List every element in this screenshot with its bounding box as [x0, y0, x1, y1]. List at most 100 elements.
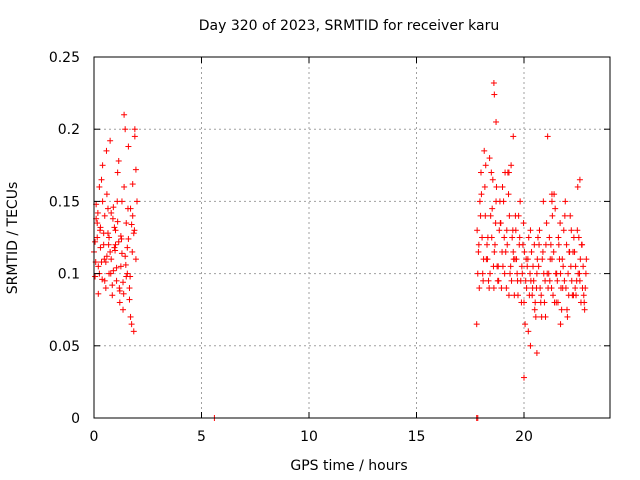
data-point — [557, 220, 564, 227]
data-point — [477, 212, 484, 219]
data-point — [479, 234, 486, 241]
data-point — [548, 198, 555, 205]
data-point — [126, 296, 133, 303]
data-point — [518, 263, 525, 270]
data-point — [101, 212, 108, 219]
data-point — [111, 224, 118, 231]
data-point — [489, 176, 496, 183]
data-point — [127, 313, 134, 320]
data-point — [514, 292, 521, 299]
data-point — [527, 227, 534, 234]
data-point — [510, 248, 517, 255]
data-point — [570, 234, 577, 241]
data-point — [577, 256, 584, 263]
data-point — [524, 263, 531, 270]
data-point — [487, 212, 494, 219]
data-point — [485, 277, 492, 284]
data-point — [559, 256, 566, 263]
y-tick-label: 0.1 — [58, 267, 80, 283]
data-point — [505, 169, 512, 176]
data-point — [113, 264, 120, 271]
data-point — [534, 234, 541, 241]
data-point — [124, 205, 131, 212]
data-point — [97, 227, 104, 234]
data-point — [96, 183, 103, 190]
data-point — [531, 241, 538, 248]
data-point — [533, 350, 540, 357]
data-point — [564, 313, 571, 320]
data-point — [505, 191, 512, 198]
data-point — [111, 244, 118, 251]
data-point — [580, 292, 587, 299]
data-point — [565, 270, 572, 277]
data-point — [548, 285, 555, 292]
data-point — [574, 183, 581, 190]
data-point — [530, 263, 537, 270]
data-point — [129, 212, 136, 219]
data-point — [131, 227, 138, 234]
x-tick-label: 15 — [408, 429, 426, 445]
data-point — [492, 220, 499, 227]
data-point — [128, 321, 135, 328]
data-point — [574, 227, 581, 234]
data-point — [572, 285, 579, 292]
data-point — [523, 285, 530, 292]
data-point — [491, 241, 498, 248]
data-point — [101, 277, 108, 284]
data-point — [511, 256, 518, 263]
data-point — [565, 292, 572, 299]
data-point — [131, 126, 138, 133]
data-point — [557, 321, 564, 328]
data-point — [532, 313, 539, 320]
data-point — [544, 270, 551, 277]
x-tick-labels: 0 5 10 15 20 — [90, 429, 533, 445]
data-point — [576, 176, 583, 183]
data-point — [128, 221, 135, 228]
data-point — [476, 198, 483, 205]
data-point — [131, 133, 138, 140]
y-tick-label: 0.2 — [58, 122, 80, 138]
data-point — [496, 198, 503, 205]
data-point — [499, 248, 506, 255]
data-point — [494, 277, 501, 284]
data-point — [514, 270, 521, 277]
data-point — [525, 234, 532, 241]
data-point — [496, 227, 503, 234]
data-point — [94, 234, 101, 241]
data-point — [110, 204, 117, 211]
plot-frame — [93, 56, 611, 419]
axis-ticks — [93, 56, 610, 419]
data-point — [473, 321, 480, 328]
y-tick-label: 0.25 — [49, 50, 80, 66]
data-point — [528, 248, 535, 255]
data-point — [537, 299, 544, 306]
data-point — [568, 227, 575, 234]
data-point — [114, 198, 121, 205]
data-point — [581, 306, 588, 313]
data-point — [524, 256, 531, 263]
data-point — [104, 205, 111, 212]
data-point — [529, 292, 536, 299]
data-point — [522, 321, 529, 328]
data-point — [116, 285, 123, 292]
data-point — [125, 143, 132, 150]
data-point — [109, 215, 116, 222]
data-point — [544, 133, 551, 140]
data-point — [568, 277, 575, 284]
data-point — [550, 292, 557, 299]
data-point — [113, 277, 120, 284]
data-point — [478, 169, 484, 176]
y-tick-label: 0 — [71, 411, 80, 427]
data-point — [577, 299, 584, 306]
data-point — [97, 244, 104, 251]
data-point — [92, 238, 99, 245]
data-point — [493, 183, 500, 190]
data-point — [132, 166, 139, 173]
data-point — [562, 198, 569, 205]
y-tick-label: 0.15 — [49, 194, 80, 210]
data-point — [115, 157, 122, 164]
y-tick-label: 0.05 — [49, 339, 80, 355]
data-point — [503, 285, 510, 292]
data-point — [121, 111, 128, 118]
